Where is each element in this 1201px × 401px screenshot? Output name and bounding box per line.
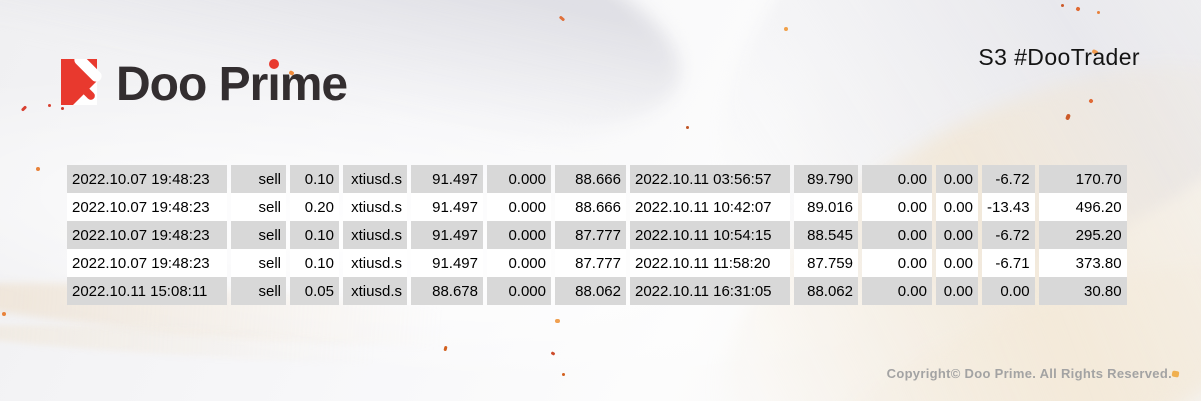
- cell-swap: -6.72: [982, 165, 1035, 193]
- confetti-speck: [550, 351, 556, 356]
- cell-open-price: 91.497: [411, 193, 483, 221]
- cell-close-time: 2022.10.11 11:58:20: [630, 249, 790, 277]
- confetti-speck: [48, 104, 51, 107]
- cell-open-time: 2022.10.11 15:08:11: [67, 277, 227, 305]
- cell-take-profit: 88.062: [555, 277, 626, 305]
- cell-swap: 0.00: [982, 277, 1035, 305]
- cell-profit: 295.20: [1038, 221, 1127, 249]
- cell-open-price: 91.497: [411, 249, 483, 277]
- cell-open-time: 2022.10.07 19:48:23: [67, 165, 227, 193]
- confetti-speck: [1171, 370, 1180, 378]
- trades-table: 2022.10.07 19:48:23 sell 0.10 xtiusd.s 91.49…: [63, 165, 1131, 305]
- cell-symbol: xtiusd.s: [343, 249, 407, 277]
- confetti-speck: [1075, 6, 1081, 12]
- cell-taxes: 0.00: [936, 193, 978, 221]
- cell-volume: 0.10: [290, 249, 339, 277]
- cell-stop-loss: 0.000: [487, 249, 551, 277]
- wordmark-i-with-red-dot: ı: [267, 58, 281, 111]
- wordmark-part1: Doo Pr: [116, 58, 268, 111]
- cell-taxes: 0.00: [936, 165, 978, 193]
- cell-stop-loss: 0.000: [487, 165, 551, 193]
- cell-take-profit: 87.777: [555, 249, 626, 277]
- cell-taxes: 0.00: [936, 249, 978, 277]
- cell-stop-loss: 0.000: [487, 221, 551, 249]
- trades-table-body: 2022.10.07 19:48:23 sell 0.10 xtiusd.s 91.49…: [67, 165, 1127, 305]
- cell-profit: 170.70: [1038, 165, 1127, 193]
- cell-swap: -13.43: [982, 193, 1035, 221]
- cell-volume: 0.05: [290, 277, 339, 305]
- cell-close-price: 87.759: [794, 249, 858, 277]
- cell-commission: 0.00: [862, 165, 932, 193]
- cell-swap: -6.72: [982, 221, 1035, 249]
- cell-open-time: 2022.10.07 19:48:23: [67, 221, 227, 249]
- cell-profit: 496.20: [1038, 193, 1127, 221]
- cell-open-time: 2022.10.07 19:48:23: [67, 193, 227, 221]
- cell-taxes: 0.00: [936, 277, 978, 305]
- cell-symbol: xtiusd.s: [343, 221, 407, 249]
- cell-symbol: xtiusd.s: [343, 277, 407, 305]
- confetti-speck: [2, 312, 6, 316]
- cell-taxes: 0.00: [936, 221, 978, 249]
- table-row: 2022.10.07 19:48:23 sell 0.10 xtiusd.s 91.49…: [67, 249, 1127, 277]
- cell-open-price: 91.497: [411, 221, 483, 249]
- cell-close-price: 88.545: [794, 221, 858, 249]
- cell-open-time: 2022.10.07 19:48:23: [67, 249, 227, 277]
- table-row: 2022.10.07 19:48:23 sell 0.10 xtiusd.s 91.49…: [67, 221, 1127, 249]
- cell-swap: -6.71: [982, 249, 1035, 277]
- cell-commission: 0.00: [862, 193, 932, 221]
- cell-open-price: 88.678: [411, 277, 483, 305]
- cell-open-price: 91.497: [411, 165, 483, 193]
- doo-prime-wordmark: Doo Prıme: [116, 58, 348, 111]
- background-swoosh: [0, 316, 521, 374]
- confetti-speck: [1088, 98, 1094, 104]
- cell-volume: 0.10: [290, 221, 339, 249]
- cell-take-profit: 88.666: [555, 165, 626, 193]
- table-row: 2022.10.11 15:08:11 sell 0.05 xtiusd.s 88.67…: [67, 277, 1127, 305]
- cell-volume: 0.10: [290, 165, 339, 193]
- confetti-speck: [1061, 4, 1064, 7]
- cell-close-time: 2022.10.11 10:54:15: [630, 221, 790, 249]
- cell-profit: 30.80: [1038, 277, 1127, 305]
- cell-type: sell: [231, 165, 286, 193]
- cell-type: sell: [231, 249, 286, 277]
- cell-close-price: 89.790: [794, 165, 858, 193]
- cell-stop-loss: 0.000: [487, 193, 551, 221]
- cell-close-price: 89.016: [794, 193, 858, 221]
- confetti-speck: [558, 15, 566, 22]
- cell-symbol: xtiusd.s: [343, 193, 407, 221]
- doo-prime-logo-icon: [61, 59, 102, 105]
- confetti-speck: [555, 319, 560, 323]
- cell-volume: 0.20: [290, 193, 339, 221]
- confetti-speck: [1065, 113, 1071, 121]
- cell-commission: 0.00: [862, 221, 932, 249]
- cell-close-time: 2022.10.11 03:56:57: [630, 165, 790, 193]
- cell-take-profit: 87.777: [555, 221, 626, 249]
- table-row: 2022.10.07 19:48:23 sell 0.20 xtiusd.s 91.49…: [67, 193, 1127, 221]
- cell-close-price: 88.062: [794, 277, 858, 305]
- cell-close-time: 2022.10.11 10:42:07: [630, 193, 790, 221]
- confetti-speck: [562, 373, 565, 376]
- cell-type: sell: [231, 193, 286, 221]
- cell-type: sell: [231, 277, 286, 305]
- confetti-speck: [686, 126, 689, 129]
- cell-commission: 0.00: [862, 249, 932, 277]
- confetti-speck: [1097, 11, 1100, 14]
- confetti-speck: [20, 105, 28, 112]
- program-label: S3 #DooTrader: [978, 44, 1140, 70]
- confetti-speck: [784, 27, 788, 31]
- table-row: 2022.10.07 19:48:23 sell 0.10 xtiusd.s 91.49…: [67, 165, 1127, 193]
- cell-symbol: xtiusd.s: [343, 165, 407, 193]
- cell-type: sell: [231, 221, 286, 249]
- cell-profit: 373.80: [1038, 249, 1127, 277]
- wordmark-part2: me: [279, 58, 348, 111]
- confetti-speck: [36, 167, 40, 171]
- copyright-text: Copyright© Doo Prime. All Rights Reserve…: [886, 366, 1172, 381]
- cell-commission: 0.00: [862, 277, 932, 305]
- cell-take-profit: 88.666: [555, 193, 626, 221]
- cell-stop-loss: 0.000: [487, 277, 551, 305]
- confetti-speck: [443, 345, 448, 352]
- confetti-speck: [61, 107, 64, 110]
- cell-close-time: 2022.10.11 16:31:05: [630, 277, 790, 305]
